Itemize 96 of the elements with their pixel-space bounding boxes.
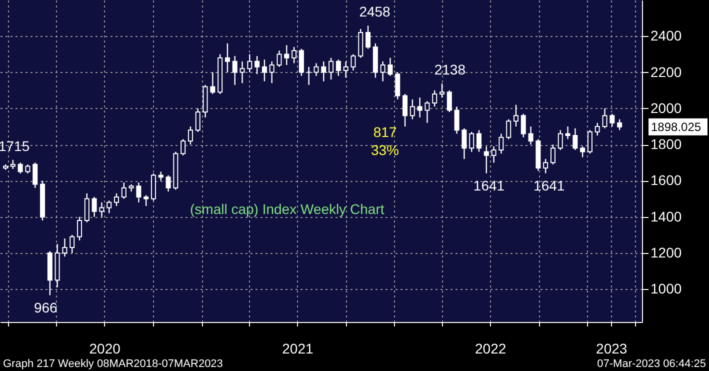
candlestick (410, 98, 415, 120)
annotation: 1641 (534, 177, 565, 194)
y-tick-label: 1000 (650, 280, 682, 297)
candlestick (321, 60, 326, 82)
candlestick (440, 82, 445, 98)
candlestick (402, 93, 408, 128)
candlestick (232, 55, 238, 86)
text: (small cap) Index Weekly Chart (190, 201, 384, 217)
candlestick (594, 122, 600, 136)
candlestick (469, 131, 474, 152)
candlestick (166, 174, 171, 192)
candlestick (610, 113, 615, 128)
candlestick (602, 108, 608, 129)
candlestick (491, 146, 496, 164)
candlestick (284, 44, 290, 66)
annotation: 817 (373, 124, 397, 140)
candlestick (528, 126, 534, 146)
annotation: 33% (370, 142, 400, 158)
candlestick (513, 104, 518, 128)
candlestick (358, 28, 364, 58)
candlestick (388, 57, 393, 76)
candlestick (247, 54, 252, 73)
candlestick (254, 55, 260, 75)
candlestick (70, 234, 75, 254)
candlestick (454, 106, 460, 134)
y-tick-label: 2000 (650, 100, 682, 116)
candlestick (269, 60, 274, 84)
candlestick (395, 72, 400, 100)
candlestick (92, 196, 97, 218)
candlestick (424, 100, 430, 124)
candlestick (195, 108, 200, 133)
candlestick (292, 46, 297, 64)
annotation: 966 (34, 299, 58, 316)
candlestick (188, 126, 193, 146)
candlestick (121, 182, 126, 200)
candlestick (18, 162, 23, 174)
candlestick (572, 128, 578, 151)
annotation: 2458 (359, 4, 391, 20)
x-tick-label: 2022 (475, 340, 506, 356)
candlestick (432, 90, 438, 108)
candlestick (114, 192, 119, 207)
candlestick (498, 133, 504, 154)
candlestick (25, 164, 30, 174)
candlestick (298, 48, 304, 76)
y-tick-label: 1800 (650, 136, 682, 152)
candlestick (350, 54, 356, 72)
candlestick (506, 118, 512, 140)
candlestick (150, 172, 156, 202)
caption: Graph 217 Weekly 08MAR2018-07MAR2023 (3, 358, 223, 370)
candlestick (210, 72, 216, 95)
candlestick (336, 59, 341, 76)
candlestick (565, 126, 570, 140)
candlestick (32, 162, 38, 189)
candlestick (224, 42, 230, 73)
candlestick (520, 113, 526, 138)
candlestick (446, 90, 452, 113)
y-tick-label: 2200 (650, 64, 682, 80)
y-tick-label: 1200 (650, 244, 682, 260)
candlestick (380, 60, 386, 82)
candlestick (144, 194, 149, 207)
candlestick (328, 57, 334, 80)
x-tick-label: 2023 (596, 340, 628, 356)
candlestick (476, 130, 482, 152)
y-tick-label: 1600 (650, 172, 682, 188)
candlestick (617, 118, 622, 131)
candlestick (62, 238, 68, 258)
candlestick (106, 200, 112, 214)
candlestick (558, 130, 563, 151)
annotation: 1898.025 (651, 120, 702, 134)
candlestick (180, 138, 186, 156)
candlestick (543, 158, 548, 174)
candlestick (484, 146, 489, 174)
text: 07-Mar-2023 06:44:25 (597, 358, 706, 370)
candlestick (77, 216, 82, 241)
annotation: 1641 (473, 177, 505, 194)
y-tick-label: 2400 (650, 28, 682, 44)
candlestick (366, 25, 371, 50)
candlestick (343, 60, 348, 78)
y-tick-label: 1400 (650, 208, 682, 224)
candlestick (462, 128, 467, 160)
candlestick (276, 50, 282, 68)
annotation: 2138 (434, 61, 466, 78)
candlestick (10, 159, 16, 170)
candlestick (99, 202, 104, 218)
x-tick-label: 2020 (89, 340, 121, 356)
candlestick (84, 192, 90, 223)
candlestick (240, 60, 245, 84)
candlestick (158, 171, 164, 182)
candlestick (580, 146, 586, 158)
candlestick (136, 182, 142, 203)
candlestick (587, 130, 592, 154)
candlestick (314, 62, 319, 76)
candlestick (550, 144, 556, 166)
candlestick (417, 96, 422, 118)
candlestick (262, 59, 267, 82)
x-tick-label: 2021 (282, 340, 314, 356)
